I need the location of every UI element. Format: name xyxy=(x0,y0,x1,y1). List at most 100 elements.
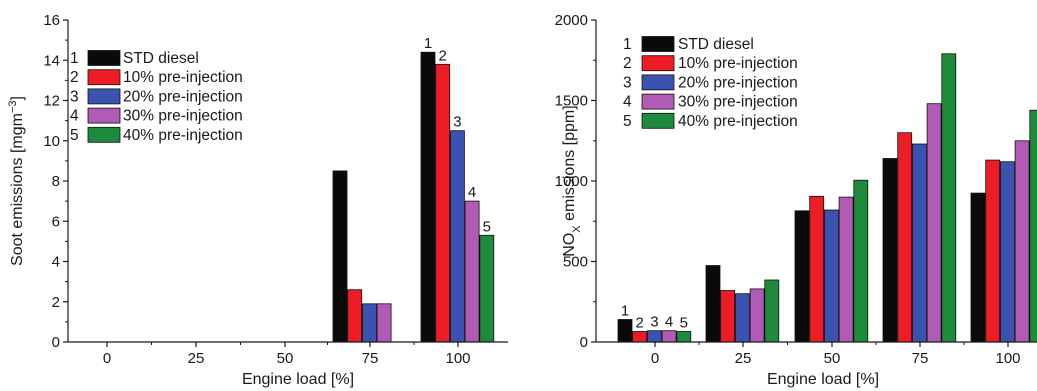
bar-50-series-5 xyxy=(853,179,869,343)
bar-75-series-5 xyxy=(941,53,957,343)
y-axis-label: NOX emissions [ppm] xyxy=(561,105,583,256)
legend-number: 4 xyxy=(70,108,79,125)
bar-number-label: 1 xyxy=(621,303,629,320)
legend-number: 3 xyxy=(70,88,79,105)
legend-number: 3 xyxy=(623,74,632,91)
bar-number-label: 2 xyxy=(636,315,644,332)
legend-label: STD diesel xyxy=(123,50,199,67)
bar-25-series-1 xyxy=(705,265,721,343)
bar-0-series-4 xyxy=(661,330,677,343)
legend-label: 30% pre-injection xyxy=(678,94,798,111)
legend-swatch-series-4 xyxy=(87,107,121,124)
y-tick-label: 1500 xyxy=(555,93,588,110)
x-tick-label: 75 xyxy=(362,350,379,367)
bar-number-label: 5 xyxy=(483,218,491,235)
legend-swatch-series-5 xyxy=(641,112,675,129)
bar-75-series-4 xyxy=(376,303,392,343)
legend-number: 1 xyxy=(70,50,79,67)
legend-number: 2 xyxy=(623,55,632,72)
x-tick-label: 25 xyxy=(188,350,205,367)
bar-number-label: 2 xyxy=(439,47,447,64)
bar-75-series-3 xyxy=(912,143,927,343)
y-axis-label-exponent: −3 xyxy=(7,100,19,113)
bar-100-series-5 xyxy=(479,234,495,343)
bar-0-series-5 xyxy=(676,331,692,343)
x-tick-label: 0 xyxy=(103,350,111,367)
legend-swatch-series-2 xyxy=(87,69,121,86)
bars xyxy=(332,51,495,343)
bars xyxy=(617,53,1037,343)
y-axis-label-main: Soot emissions [mgm xyxy=(9,113,26,266)
y-tick-label: 8 xyxy=(52,173,60,190)
x-tick-label: 25 xyxy=(735,350,752,367)
bar-100-series-3 xyxy=(1000,161,1015,343)
y-tick-label: 10 xyxy=(43,133,60,150)
bar-100-series-3 xyxy=(449,130,465,343)
legend-swatch-series-3 xyxy=(87,88,121,105)
x-tick-label: 100 xyxy=(995,350,1020,367)
bar-75-series-1 xyxy=(332,170,348,343)
legend-swatch-series-2 xyxy=(641,55,675,72)
bar-25-series-3 xyxy=(735,293,750,343)
bar-number-label: 3 xyxy=(650,314,658,331)
y-axis-label-rest: emissions [ppm] xyxy=(561,105,578,225)
legend-swatch-series-1 xyxy=(641,36,675,52)
bar-number-label: 3 xyxy=(453,114,461,131)
legend-label: 20% pre-injection xyxy=(123,88,243,105)
x-tick-label: 0 xyxy=(651,350,659,367)
legend-number: 1 xyxy=(623,36,632,53)
legend-label: 10% pre-injection xyxy=(678,55,798,72)
x-axis-label: Engine load [%] xyxy=(242,371,354,388)
x-tick-label: 100 xyxy=(445,350,470,367)
bar-75-series-4 xyxy=(926,103,942,343)
legend-label: 40% pre-injection xyxy=(123,127,243,144)
y-tick-label: 6 xyxy=(52,213,60,230)
legend: 1 STD diesel 2 10% pre-injection 3 20% pre-in… xyxy=(70,50,243,144)
legend-label: 30% pre-injection xyxy=(123,108,243,125)
bar-0-series-2 xyxy=(632,331,648,343)
legend-number: 5 xyxy=(623,113,632,130)
y-tick-label: 1000 xyxy=(555,173,588,190)
legend-label: STD diesel xyxy=(678,36,754,53)
bar-75-series-2 xyxy=(347,289,363,343)
legend-label: 20% pre-injection xyxy=(678,74,798,91)
bar-25-series-2 xyxy=(720,290,736,343)
x-tick-label: 50 xyxy=(277,350,294,367)
bar-100-series-4 xyxy=(464,200,480,343)
legend-number: 4 xyxy=(623,94,632,111)
bar-25-series-5 xyxy=(764,279,780,343)
y-tick-label: 2 xyxy=(52,294,60,311)
legend-swatch-series-5 xyxy=(87,126,121,143)
bar-50-series-3 xyxy=(824,209,839,343)
bar-number-label: 4 xyxy=(468,184,476,201)
bar-75-series-2 xyxy=(897,132,913,343)
bar-50-series-4 xyxy=(838,196,854,343)
y-tick-label: 12 xyxy=(43,93,60,110)
bar-0-series-1 xyxy=(617,319,633,343)
x-axis-label: Engine load [%] xyxy=(767,371,879,388)
y-tick-label: 0 xyxy=(52,334,60,351)
legend: 1 STD diesel 2 10% pre-injection 3 20% pre-in… xyxy=(623,36,798,130)
legend-label: 10% pre-injection xyxy=(123,69,243,86)
bar-75-series-3 xyxy=(361,303,377,343)
legend-label: 40% pre-injection xyxy=(678,113,798,130)
legend-swatch-series-1 xyxy=(87,50,121,66)
y-tick-label: 16 xyxy=(43,12,60,29)
bar-number-label: 1 xyxy=(424,35,432,52)
bar-100-series-2 xyxy=(435,63,451,343)
bar-100-series-1 xyxy=(420,51,436,343)
y-tick-label: 0 xyxy=(580,334,588,351)
bar-50-series-2 xyxy=(809,195,825,343)
bar-0-series-3 xyxy=(647,330,662,343)
y-axis-label-main: NO xyxy=(561,233,578,257)
y-tick-label: 500 xyxy=(563,254,588,271)
legend-number: 5 xyxy=(70,127,79,144)
bar-number-label: 4 xyxy=(665,314,673,331)
bar-50-series-1 xyxy=(794,210,810,343)
bar-25-series-4 xyxy=(749,288,765,343)
legend-swatch-series-4 xyxy=(641,93,675,110)
y-axis-label: Soot emissions [mgm−3] xyxy=(7,96,26,266)
x-tick-label: 50 xyxy=(824,350,841,367)
y-tick-label: 4 xyxy=(52,254,60,271)
